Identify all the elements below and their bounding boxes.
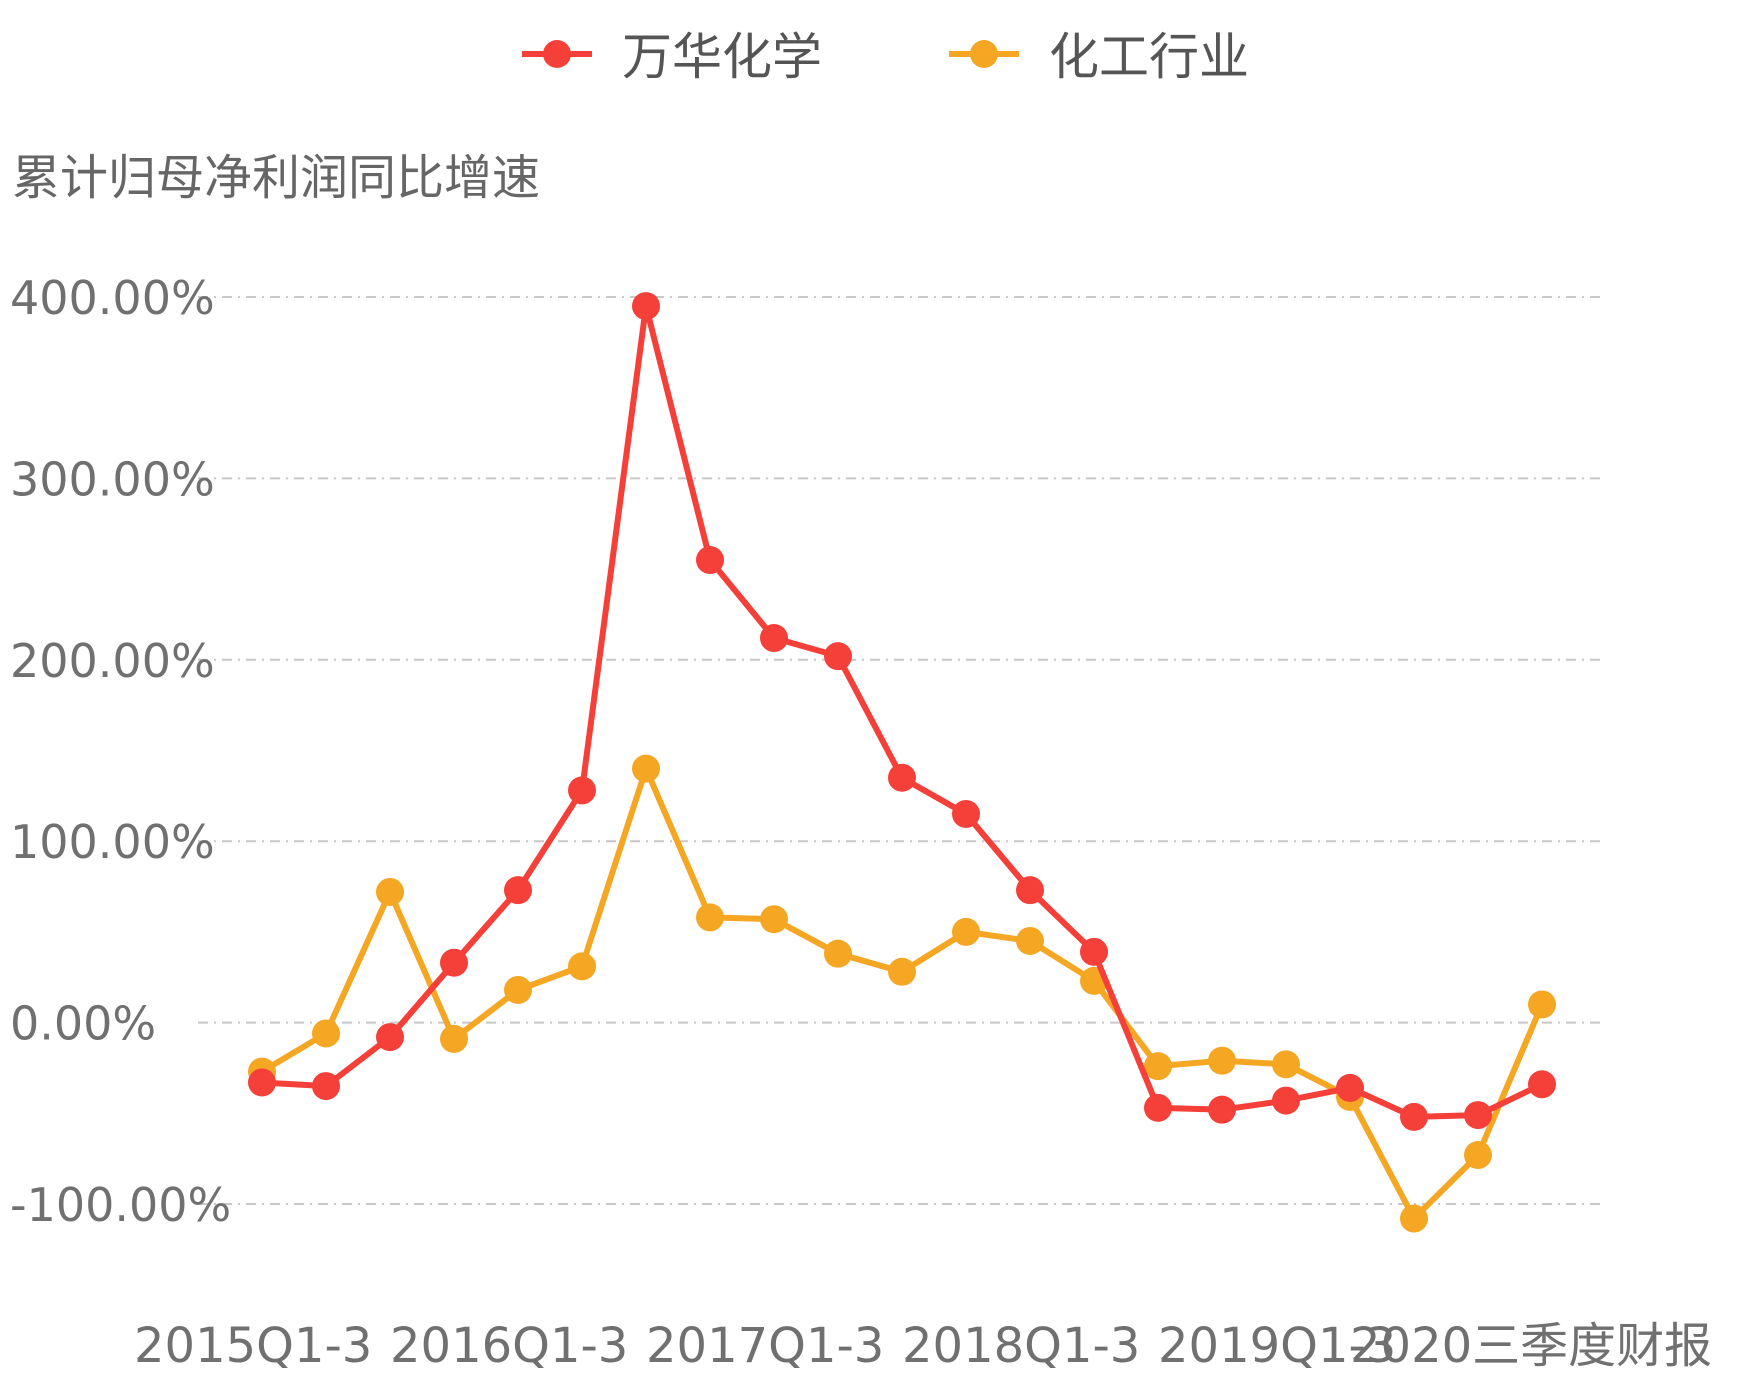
data-point[interactable] [952,917,980,946]
legend-item-chemical-industry[interactable]: 化工行业 [949,28,1249,86]
x-tick-label: 2019Q1-3 [1158,1318,1396,1374]
series-line [261,303,1544,1120]
y-tick-label: 400.00% [10,271,215,325]
legend-marker-wanhua [543,40,571,68]
data-point[interactable] [504,876,532,905]
data-point[interactable] [1144,1093,1172,1122]
legend-label-wanhua: 万华化学 [622,28,822,86]
series-layer [248,292,1556,1233]
y-tick-label: 200.00% [10,634,215,688]
data-point[interactable] [696,903,724,932]
data-point[interactable] [1400,1204,1428,1233]
series-line [260,765,1545,1222]
data-point[interactable] [1016,926,1044,955]
series-0 [248,292,1556,1131]
data-point[interactable] [760,624,788,653]
x-tick-label: 2017Q1-3 [646,1318,884,1374]
data-point[interactable] [888,763,916,792]
data-point[interactable] [952,799,980,828]
data-point[interactable] [824,939,852,968]
series-1 [248,754,1556,1233]
data-point[interactable] [312,1072,340,1101]
data-point[interactable] [1528,1070,1556,1099]
y-tick-labels: -100.00% 0.00% 100.00% 200.00% 300.00% 400.00… [10,271,231,1232]
data-point[interactable] [632,754,660,783]
data-point[interactable] [1144,1052,1172,1081]
data-point[interactable] [568,776,596,805]
y-tick-label: 100.00% [10,815,215,869]
x-tick-label: 2016Q1-3 [390,1318,628,1374]
x-tick-labels: 2015Q1-3 2016Q1-3 2017Q1-3 2018Q1-3 2019Q1-3… [134,1318,1712,1374]
legend-item-wanhua[interactable]: 万华化学 [522,28,822,86]
data-point[interactable] [696,546,724,575]
data-point[interactable] [824,642,852,671]
data-point[interactable] [1208,1095,1236,1124]
gridlines [198,296,1600,1205]
data-point[interactable] [440,948,468,977]
data-point[interactable] [1464,1141,1492,1170]
y-tick-label: 300.00% [10,452,215,506]
legend-marker-chemical-industry [970,40,998,68]
data-point[interactable] [632,292,660,321]
y-tick-label: -100.00% [10,1178,231,1232]
data-point[interactable] [1208,1046,1236,1075]
data-point[interactable] [376,1023,404,1052]
data-point[interactable] [1272,1086,1300,1115]
data-point[interactable] [440,1024,468,1053]
y-tick-label: 0.00% [10,997,156,1051]
y-axis-title: 累计归母净利润同比增速 [12,150,540,206]
data-point[interactable] [1400,1102,1428,1131]
data-point[interactable] [504,975,532,1004]
data-point[interactable] [1336,1073,1364,1102]
data-point[interactable] [1080,937,1108,966]
legend-label-chemical-industry: 化工行业 [1049,28,1249,86]
data-point[interactable] [248,1068,276,1097]
data-point[interactable] [568,952,596,981]
data-point[interactable] [312,1019,340,1048]
data-point[interactable] [1016,876,1044,905]
x-tick-label: 2018Q1-3 [902,1318,1140,1374]
legend: 万华化学 化工行业 [522,28,1249,86]
data-point[interactable] [1528,990,1556,1019]
x-tick-label: 2015Q1-3 [134,1318,372,1374]
data-point[interactable] [376,877,404,906]
data-point[interactable] [1464,1101,1492,1130]
data-point[interactable] [760,905,788,934]
data-point[interactable] [1272,1050,1300,1079]
x-tick-label: 2020三季度财报 [1350,1318,1712,1374]
data-point[interactable] [888,957,916,986]
